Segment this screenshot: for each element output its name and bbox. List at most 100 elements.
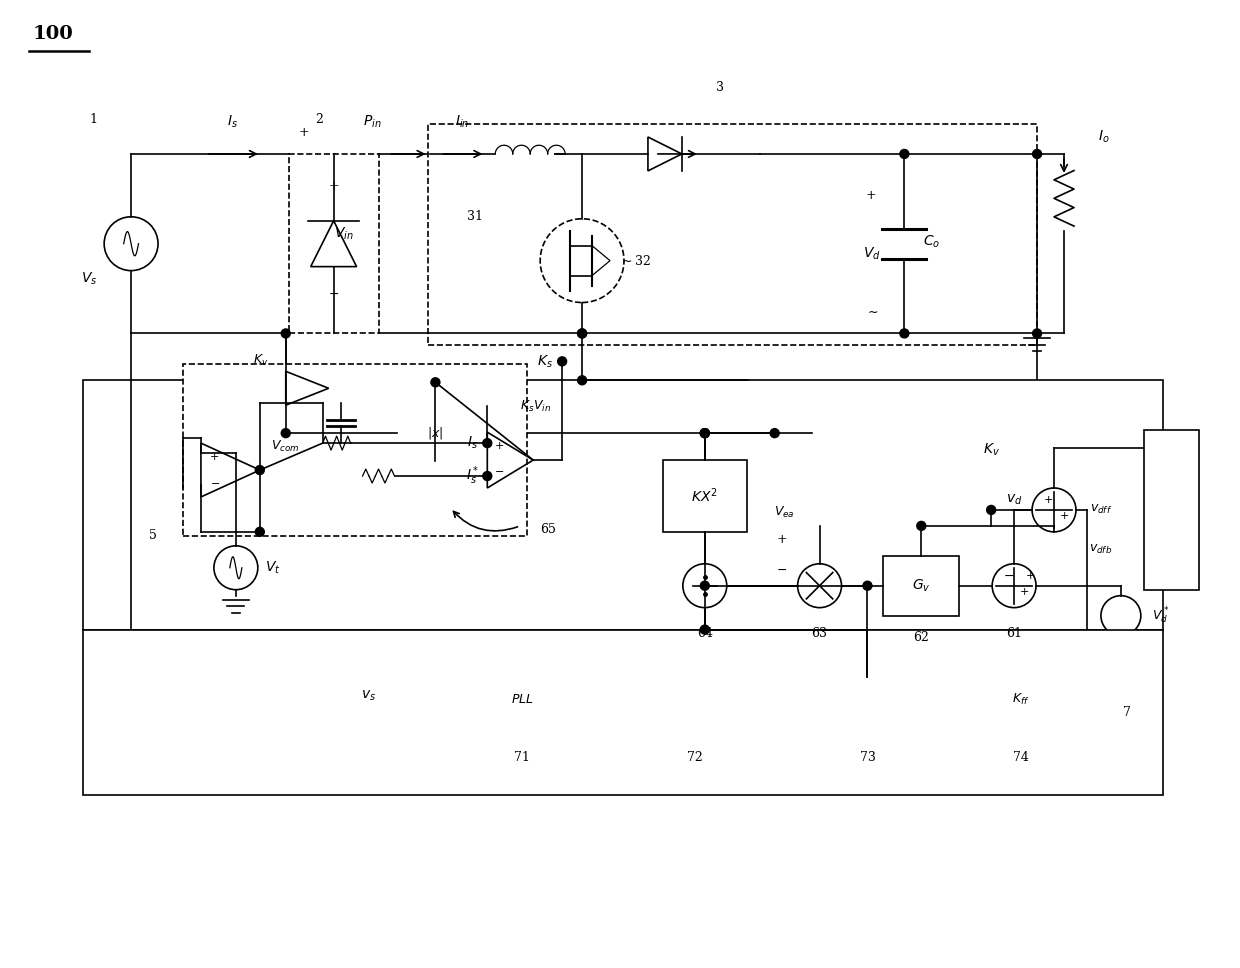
- Circle shape: [1101, 595, 1141, 636]
- Circle shape: [281, 429, 290, 438]
- Bar: [429, 124, 1037, 346]
- Text: +: +: [866, 190, 877, 202]
- Text: +: +: [1043, 495, 1053, 505]
- Text: 1: 1: [89, 112, 97, 126]
- Text: 71: 71: [515, 751, 531, 764]
- Text: $I_s$: $I_s$: [466, 435, 477, 451]
- Circle shape: [701, 625, 709, 634]
- Text: 3: 3: [715, 80, 724, 94]
- Text: $v_{dff}$: $v_{dff}$: [1090, 503, 1112, 517]
- Text: 2: 2: [315, 112, 322, 126]
- Text: 73: 73: [859, 751, 875, 764]
- Text: $V_{in}$: $V_{in}$: [334, 226, 353, 242]
- Circle shape: [797, 563, 842, 608]
- Circle shape: [1033, 149, 1042, 159]
- Text: $K_{ff}$: $K_{ff}$: [1012, 692, 1030, 707]
- Text: $PLL$: $PLL$: [511, 693, 533, 706]
- Text: $K_v$: $K_v$: [982, 442, 999, 458]
- Text: $v_{dfb}$: $v_{dfb}$: [1089, 543, 1112, 557]
- Bar: [475, 668, 570, 731]
- Text: $K_v$: $K_v$: [253, 352, 269, 368]
- Text: $V_{com}$: $V_{com}$: [272, 439, 300, 454]
- Text: $V_s$: $V_s$: [81, 270, 98, 287]
- Bar: [973, 668, 1069, 731]
- Text: $V_t$: $V_t$: [265, 560, 280, 576]
- Text: 72: 72: [687, 751, 703, 764]
- Text: +: +: [1025, 571, 1034, 581]
- Circle shape: [863, 581, 872, 590]
- Circle shape: [104, 217, 157, 271]
- Text: 64: 64: [697, 627, 713, 640]
- Text: $-$: $-$: [210, 477, 219, 487]
- Text: +: +: [211, 452, 219, 462]
- Text: 31: 31: [467, 210, 484, 224]
- Text: 62: 62: [914, 631, 929, 644]
- Text: $\sim$: $\sim$: [864, 305, 878, 318]
- Circle shape: [701, 429, 709, 438]
- Text: +: +: [1019, 587, 1029, 596]
- Text: 65: 65: [541, 524, 556, 536]
- Bar: [429, 642, 1087, 759]
- Text: $V_{ea}$: $V_{ea}$: [774, 505, 795, 521]
- Circle shape: [701, 429, 709, 438]
- Circle shape: [215, 546, 258, 590]
- Text: 63: 63: [811, 627, 827, 640]
- Text: $G_v$: $G_v$: [911, 578, 931, 594]
- Text: $-$: $-$: [1003, 569, 1013, 582]
- Text: $-$: $-$: [495, 465, 505, 475]
- Circle shape: [558, 357, 567, 366]
- Circle shape: [541, 219, 624, 303]
- Text: +: +: [1059, 511, 1069, 521]
- Bar: [289, 154, 378, 333]
- Circle shape: [255, 466, 264, 474]
- Bar: [83, 629, 1163, 795]
- Text: +: +: [329, 180, 339, 194]
- Circle shape: [701, 429, 709, 438]
- Bar: [1143, 430, 1199, 590]
- Text: $-$: $-$: [329, 287, 340, 300]
- Circle shape: [578, 329, 587, 338]
- Circle shape: [900, 329, 909, 338]
- Text: $-$: $-$: [776, 563, 787, 576]
- Circle shape: [1032, 488, 1076, 531]
- Circle shape: [701, 581, 709, 590]
- Circle shape: [432, 378, 440, 387]
- Bar: [83, 380, 1163, 629]
- Text: $I_s^*$: $I_s^*$: [466, 465, 479, 487]
- Text: $I_o$: $I_o$: [1099, 129, 1110, 145]
- Circle shape: [482, 439, 492, 447]
- Text: $|x|$: $|x|$: [428, 425, 444, 441]
- Circle shape: [281, 329, 290, 338]
- Bar: [184, 364, 527, 536]
- Text: 100: 100: [33, 25, 73, 44]
- Text: +: +: [495, 441, 503, 451]
- Circle shape: [578, 376, 587, 385]
- Circle shape: [987, 505, 996, 514]
- Text: $V_d$: $V_d$: [863, 246, 880, 262]
- Bar: [647, 668, 743, 731]
- Bar: [663, 460, 746, 531]
- Bar: [954, 420, 1029, 480]
- Text: 74: 74: [1013, 751, 1029, 764]
- Text: $C_o$: $C_o$: [923, 233, 940, 250]
- Text: 61: 61: [1006, 627, 1022, 640]
- Text: $I_{in}$: $I_{in}$: [455, 114, 470, 131]
- Bar: [883, 556, 960, 616]
- Text: $KX^2$: $KX^2$: [692, 487, 718, 505]
- Text: $K_s$: $K_s$: [537, 353, 553, 370]
- Text: +: +: [299, 126, 309, 138]
- Circle shape: [916, 522, 926, 530]
- Circle shape: [255, 528, 264, 536]
- Text: $v_s$: $v_s$: [361, 688, 376, 703]
- Circle shape: [900, 149, 909, 159]
- Circle shape: [683, 563, 727, 608]
- Text: 5: 5: [149, 529, 157, 542]
- Text: $V_d^*$: $V_d^*$: [1152, 606, 1169, 625]
- Text: $K_sV_{in}$: $K_sV_{in}$: [520, 399, 551, 413]
- Circle shape: [992, 563, 1037, 608]
- Text: $I_s$: $I_s$: [227, 114, 238, 131]
- Text: 7: 7: [1123, 706, 1131, 719]
- Text: +: +: [776, 533, 787, 546]
- Text: $v_d$: $v_d$: [1006, 493, 1022, 507]
- Text: $P_{in}$: $P_{in}$: [363, 114, 382, 131]
